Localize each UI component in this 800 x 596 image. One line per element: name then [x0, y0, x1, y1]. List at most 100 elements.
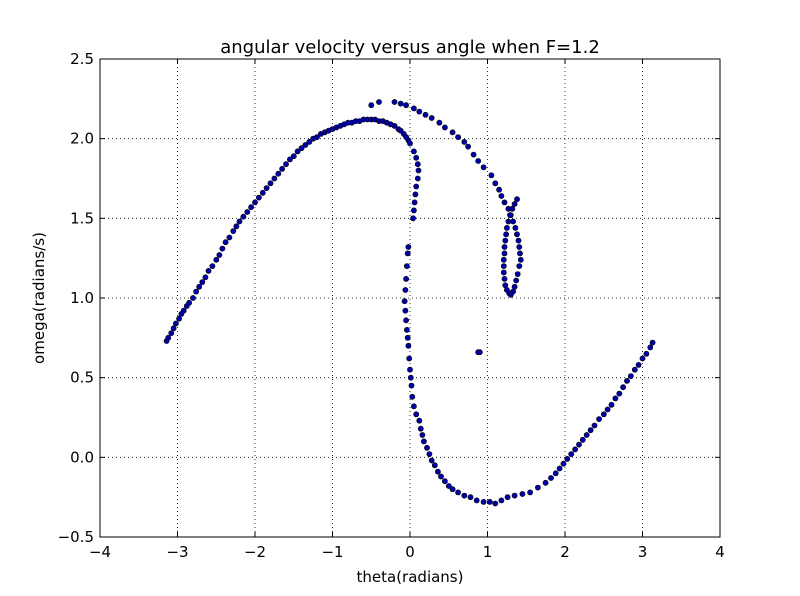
x-tick-label: −4 — [89, 543, 111, 561]
data-point — [501, 275, 508, 282]
data-point — [616, 390, 623, 397]
data-point — [415, 167, 422, 174]
data-point — [283, 161, 289, 168]
data-point — [612, 395, 619, 402]
data-point — [608, 401, 615, 408]
data-point — [401, 298, 408, 305]
data-point — [564, 455, 571, 462]
data-point — [517, 250, 523, 257]
data-point — [568, 451, 575, 457]
data-point — [505, 218, 512, 225]
data-point — [407, 374, 414, 381]
data-point — [624, 377, 630, 384]
data-point — [461, 492, 468, 499]
data-point — [507, 212, 513, 218]
data-point — [376, 99, 382, 105]
data-point — [302, 142, 309, 148]
y-axis-label: omega(radians/s) — [30, 232, 48, 364]
data-point — [413, 411, 420, 418]
data-point — [502, 237, 509, 244]
data-point — [500, 256, 507, 263]
x-tick-label: 1 — [483, 543, 493, 561]
data-point — [631, 366, 638, 373]
data-point — [635, 361, 642, 368]
data-point — [391, 123, 398, 129]
data-point — [587, 427, 594, 434]
x-tick-label: −3 — [166, 543, 188, 561]
data-point — [503, 231, 509, 238]
data-point — [255, 194, 262, 201]
data-point — [476, 349, 483, 356]
data-point — [213, 256, 220, 263]
data-point — [219, 245, 226, 252]
data-point — [271, 175, 278, 182]
data-point — [517, 256, 524, 263]
data-point — [492, 180, 499, 187]
data-point — [222, 239, 229, 246]
data-point — [639, 355, 646, 362]
y-tick-label: 1.0 — [70, 289, 94, 307]
data-point — [513, 277, 520, 284]
data-point — [628, 373, 634, 379]
data-point — [514, 231, 520, 238]
y-tick-label: −0.5 — [58, 528, 94, 546]
data-point — [419, 432, 426, 438]
data-point — [649, 339, 656, 346]
data-point — [496, 186, 502, 193]
data-point — [233, 223, 240, 230]
data-point — [643, 350, 650, 357]
data-point — [449, 486, 456, 493]
data-point — [403, 317, 409, 324]
data-points — [163, 99, 656, 507]
x-tick-label: 0 — [405, 543, 415, 561]
data-point — [576, 441, 582, 448]
data-point — [480, 164, 487, 171]
data-point — [428, 115, 435, 121]
data-point — [404, 250, 411, 257]
data-point — [488, 172, 495, 179]
y-tick-label: 2.5 — [70, 50, 94, 68]
data-point — [407, 140, 413, 147]
data-point — [196, 283, 203, 290]
data-point — [412, 191, 419, 198]
data-point — [306, 138, 313, 145]
data-point — [560, 460, 567, 467]
y-tick-label: 2.0 — [70, 130, 94, 148]
data-point — [230, 228, 237, 234]
data-point — [402, 287, 409, 293]
data-point — [408, 382, 415, 389]
data-point — [314, 134, 320, 140]
data-point — [465, 143, 471, 150]
data-point — [514, 271, 521, 277]
chart-title: angular velocity versus angle when F=1.2 — [220, 37, 600, 58]
data-point — [470, 151, 477, 158]
data-point — [572, 446, 578, 453]
data-point — [512, 224, 519, 231]
data-point — [411, 199, 418, 206]
data-point — [406, 355, 413, 362]
data-point — [501, 250, 508, 257]
data-point — [240, 213, 247, 220]
data-point — [410, 403, 417, 410]
data-point — [413, 154, 420, 161]
y-tick-label: 1.5 — [70, 209, 94, 227]
data-point — [467, 494, 474, 501]
x-tick-label: 4 — [715, 543, 725, 561]
data-point — [498, 497, 505, 504]
x-axis-label: theta(radians) — [357, 568, 464, 586]
data-point — [426, 451, 433, 457]
data-point — [511, 283, 518, 290]
data-point — [428, 457, 435, 464]
data-point — [410, 148, 417, 155]
data-point — [500, 263, 507, 269]
data-point — [199, 279, 206, 285]
data-point — [416, 108, 423, 115]
data-point — [583, 432, 590, 438]
data-point — [445, 483, 452, 489]
data-point — [263, 185, 270, 191]
data-point — [422, 111, 429, 118]
data-point — [604, 406, 611, 413]
data-point — [414, 175, 421, 182]
data-point — [516, 263, 523, 269]
data-point — [209, 263, 216, 269]
